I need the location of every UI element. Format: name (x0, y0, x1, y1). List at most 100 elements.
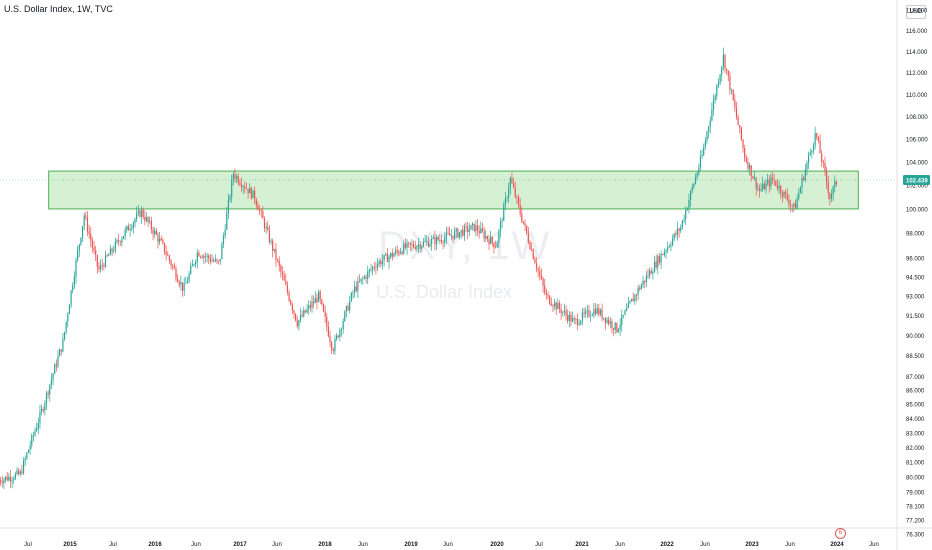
candle-body (472, 223, 474, 226)
candle-body (67, 314, 69, 322)
candle-body (740, 127, 742, 140)
candle-body (796, 198, 798, 209)
notification-icon[interactable]: 6 (835, 528, 846, 539)
candle-body (475, 225, 477, 232)
candle-body (675, 233, 677, 235)
candle-body (183, 283, 185, 291)
candle-body (240, 184, 243, 188)
candle-body (124, 229, 126, 236)
candle-body (131, 228, 133, 230)
y-tick-label: 106.000 (906, 137, 928, 143)
candle-body (608, 319, 610, 324)
candle-body (98, 266, 100, 270)
candle-body (352, 292, 354, 294)
candle-body (658, 256, 661, 263)
candle-body (644, 280, 646, 283)
candle-body (18, 470, 20, 475)
candle-body (799, 187, 801, 194)
candle-body (158, 238, 161, 242)
candle-body (634, 294, 636, 302)
candle-body (122, 235, 125, 239)
candle-body (221, 244, 223, 260)
candle-body (126, 226, 128, 230)
candle-body (762, 183, 764, 190)
candle-body (640, 284, 643, 290)
candle-body (562, 311, 564, 314)
candle-body (165, 252, 167, 255)
candle-body (150, 220, 152, 230)
candle-body (373, 266, 375, 268)
candle-body (432, 237, 434, 239)
candle-body (75, 260, 77, 277)
candle-body (463, 226, 466, 236)
candle-body (667, 246, 669, 251)
candle-body (542, 278, 544, 286)
candle-body (168, 255, 171, 261)
candle-body (485, 236, 487, 239)
candle-body (278, 260, 280, 266)
candle-body (413, 244, 415, 248)
candle-body (439, 239, 441, 241)
candle-body (817, 137, 820, 141)
candle-body (793, 203, 795, 207)
candle-body (250, 187, 252, 198)
candle-body (403, 243, 405, 254)
candle-body (286, 284, 289, 293)
candle-body (575, 318, 577, 320)
candle-body (708, 126, 710, 133)
candle-body (609, 321, 611, 324)
watermark-name: U.S. Dollar Index (376, 282, 513, 302)
candle-body (299, 314, 302, 321)
x-tick-label: Jun (700, 542, 710, 548)
candle-body (652, 272, 654, 274)
candle-body (688, 200, 690, 209)
candle-body (691, 186, 693, 192)
candle-body (163, 242, 166, 253)
x-tick-label: 2018 (318, 542, 332, 548)
candle-body (170, 260, 172, 266)
candle-body (314, 298, 316, 304)
support-resistance-zone[interactable] (48, 170, 859, 210)
candle-body (665, 250, 667, 253)
candle-body (729, 75, 731, 91)
candle-body (301, 314, 303, 317)
candle-body (788, 199, 790, 205)
candle-body (385, 253, 387, 256)
candle-body (167, 254, 169, 256)
candle-body (781, 193, 783, 197)
candle-body (121, 238, 123, 243)
candle-body (455, 229, 457, 232)
candle-body (321, 299, 323, 305)
currency-button[interactable]: USD (906, 5, 926, 19)
candle-body (334, 338, 336, 352)
candle-body (627, 303, 629, 309)
candle-body (3, 479, 5, 484)
candle-body (834, 181, 836, 187)
y-tick-label: 98.000 (906, 232, 925, 238)
candle-body (775, 180, 777, 186)
candle-body (347, 306, 349, 311)
candle-body (635, 294, 638, 296)
x-tick-label: 2022 (660, 542, 674, 548)
candle-body (622, 314, 624, 316)
candle-body (11, 480, 13, 482)
candle-body (496, 242, 498, 248)
y-tick-label: 82.000 (906, 446, 925, 452)
candle-body (647, 275, 649, 277)
candle-body (632, 298, 634, 302)
candle-body (49, 384, 51, 395)
candle-body (750, 165, 752, 177)
candle-body (570, 314, 572, 322)
y-tick-label: 104.000 (906, 160, 928, 166)
candle-body (78, 244, 80, 251)
candle-body (493, 242, 495, 248)
candle-body (599, 309, 602, 315)
candle-body (226, 212, 228, 230)
candle-body (804, 169, 806, 180)
candle-body (206, 255, 208, 257)
candle-body (372, 266, 374, 270)
candle-body (529, 242, 531, 250)
candle-body (119, 241, 121, 243)
candle-body (663, 252, 665, 256)
